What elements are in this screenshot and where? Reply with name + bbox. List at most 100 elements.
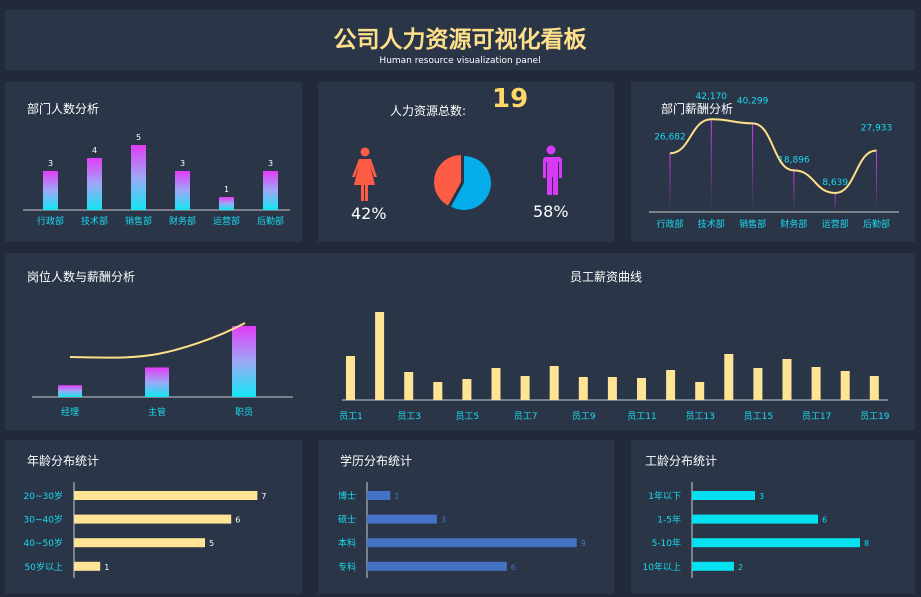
bar xyxy=(692,491,755,500)
x-tick-label: 经理 xyxy=(61,406,79,418)
x-tick-label: 运营部 xyxy=(822,218,849,230)
x-tick-label: 员工3 xyxy=(397,411,421,422)
x-tick-label: 技术部 xyxy=(698,218,725,230)
x-tick-label: 财务部 xyxy=(780,218,807,230)
bar-value-label: 9 xyxy=(581,539,586,548)
bar xyxy=(43,171,58,210)
x-tick-label: 员工5 xyxy=(456,411,480,422)
x-tick-label: 行政部 xyxy=(656,218,683,230)
bar xyxy=(753,368,763,400)
bar xyxy=(692,538,860,548)
gender-pie xyxy=(433,155,491,210)
bar xyxy=(346,356,355,400)
y-tick-label: 本科 xyxy=(338,537,356,549)
bar-value-label: 2 xyxy=(738,563,743,572)
tenure-panel: 工龄分布统计 3 1年以下 6 1-5年 8 5-10年 2 10年以上 xyxy=(631,440,915,594)
bar-value-label: 3 xyxy=(268,159,273,168)
x-tick-label: 员工9 xyxy=(572,411,596,422)
panel-title: 年龄分布统计 xyxy=(27,454,100,468)
bar xyxy=(578,377,588,400)
bar-value-label: 3 xyxy=(759,492,764,501)
x-tick-label: 后勤部 xyxy=(863,218,890,230)
female-icon xyxy=(352,147,377,201)
page-title: 公司人力资源可视化看板 xyxy=(333,27,587,53)
x-tick-label: 员工15 xyxy=(744,411,773,422)
edu-panel: 学历分布统计 1 博士 3 硕士 9 本科 6 专科 xyxy=(318,440,614,594)
bar xyxy=(840,371,850,400)
y-tick-label: 50岁以上 xyxy=(25,561,63,573)
y-tick-label: 40~50岁 xyxy=(24,537,63,549)
bar xyxy=(695,382,705,400)
total-panel: 人力资源总数: 19 42% 58% xyxy=(318,82,614,242)
data-label: 26,682 xyxy=(654,132,686,142)
bar-value-label: 5 xyxy=(136,133,141,142)
bar xyxy=(74,561,101,571)
bar-value-label: 4 xyxy=(92,146,97,155)
bar xyxy=(367,514,437,524)
x-tick-label: 运营部 xyxy=(213,215,240,227)
bar xyxy=(782,359,792,400)
panel-title: 部门薪酬分析 xyxy=(661,102,734,116)
bar xyxy=(219,197,234,210)
middle-panel: 岗位人数与薪酬分析 员工薪资曲线 经理 主管 职员 员工1 员工3 员工5 员工7 员工9 员… xyxy=(5,253,915,430)
bar xyxy=(263,171,278,210)
bar-value-label: 1 xyxy=(394,492,399,501)
x-tick-label: 销售部 xyxy=(125,215,152,227)
salary-line xyxy=(69,322,246,359)
data-label: 18,896 xyxy=(778,155,810,165)
age-chart: 7 20~30岁 6 30~40岁 5 40~50岁 1 50岁以上 xyxy=(24,482,266,578)
bar-value-label: 1 xyxy=(224,185,229,194)
total-value: 19 xyxy=(492,84,529,114)
panel-title: 员工薪资曲线 xyxy=(570,270,643,284)
bar xyxy=(637,378,646,400)
x-tick-label: 员工1 xyxy=(339,411,363,422)
salary-line xyxy=(669,118,877,194)
y-tick-label: 博士 xyxy=(338,490,356,502)
bar xyxy=(692,561,734,571)
data-label: 42,170 xyxy=(696,92,728,102)
bar xyxy=(724,354,734,400)
y-tick-label: 硕士 xyxy=(338,514,356,526)
x-tick-label: 员工13 xyxy=(685,411,714,422)
bar xyxy=(811,367,821,400)
drop-line xyxy=(834,192,836,212)
bar-value-label: 6 xyxy=(822,516,827,525)
x-tick-label: 销售部 xyxy=(739,218,766,230)
position-chart: 经理 主管 职员 xyxy=(32,322,293,418)
bar xyxy=(607,377,617,400)
x-tick-label: 员工19 xyxy=(860,411,890,422)
x-tick-label: 员工11 xyxy=(627,411,656,422)
bar xyxy=(175,171,190,210)
x-tick-label: 员工17 xyxy=(802,411,831,422)
total-label: 人力资源总数: xyxy=(390,104,467,118)
drop-line xyxy=(752,123,754,212)
bar-value-label: 6 xyxy=(511,563,516,572)
bar xyxy=(74,538,205,548)
bar xyxy=(404,372,414,400)
x-tick-label: 技术部 xyxy=(81,215,108,227)
bar xyxy=(433,382,443,400)
drop-line xyxy=(710,119,712,212)
data-label: 40,299 xyxy=(737,96,769,106)
edu-chart: 1 博士 3 硕士 9 本科 6 专科 xyxy=(338,482,586,578)
dept-salary-panel: 部门薪酬分析 26,682 行政部 42,170 技术部 40,299 销售部 18,896… xyxy=(631,82,915,242)
dept-count-chart: 3 行政部 4 技术部 5 销售部 3 财务部 1 运营部 3 后勤部 xyxy=(23,133,290,227)
bar-value-label: 3 xyxy=(180,159,185,168)
bar-value-label: 5 xyxy=(209,539,214,548)
female-percent: 42% xyxy=(351,204,387,223)
salary-curve-chart: 员工1 员工3 员工5 员工7 员工9 员工11 员工13 员工15 员工17 员工19 xyxy=(339,312,890,422)
bar-value-label: 3 xyxy=(441,516,446,525)
bar xyxy=(367,561,507,571)
dept-salary-chart: 26,682 行政部 42,170 技术部 40,299 销售部 18,896 财务部 8,63… xyxy=(649,92,899,230)
bar xyxy=(367,538,577,548)
male-percent: 58% xyxy=(533,202,569,221)
bar-value-label: 6 xyxy=(235,516,240,525)
y-tick-label: 1-5年 xyxy=(657,514,681,526)
bar xyxy=(131,145,146,210)
y-tick-label: 专科 xyxy=(338,561,356,573)
bar xyxy=(58,385,82,397)
panel-title: 岗位人数与薪酬分析 xyxy=(27,270,136,284)
x-tick-label: 主管 xyxy=(148,406,166,418)
y-tick-label: 5-10年 xyxy=(652,537,681,549)
y-tick-label: 1年以下 xyxy=(648,490,681,502)
